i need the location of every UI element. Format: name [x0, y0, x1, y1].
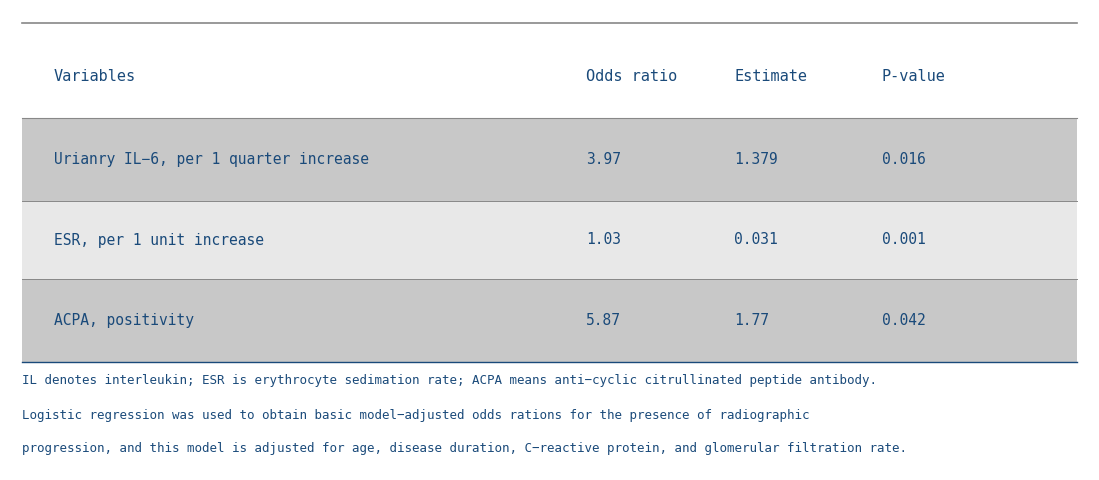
Bar [22, 279, 1077, 362]
Text: 0.016: 0.016 [881, 152, 925, 167]
Bar [22, 201, 1077, 279]
Text: 3.97: 3.97 [587, 152, 621, 167]
Text: 5.87: 5.87 [587, 313, 621, 328]
Text: 1.77: 1.77 [734, 313, 769, 328]
Text: progression, and this model is adjusted for age, disease duration, C−reactive pr: progression, and this model is adjusted … [22, 442, 907, 455]
Text: 1.03: 1.03 [587, 232, 621, 248]
Bar [22, 118, 1077, 201]
Text: IL denotes interleukin; ESR is erythrocyte sedimation rate; ACPA means anti−cycl: IL denotes interleukin; ESR is erythrocy… [22, 374, 877, 387]
Text: ESR, per 1 unit increase: ESR, per 1 unit increase [54, 232, 264, 248]
Text: 0.001: 0.001 [881, 232, 925, 248]
Text: Odds ratio: Odds ratio [587, 69, 678, 84]
Text: Variables: Variables [54, 69, 136, 84]
Text: 1.379: 1.379 [734, 152, 778, 167]
Text: Estimate: Estimate [734, 69, 807, 84]
Text: 0.031: 0.031 [734, 232, 778, 248]
Text: Logistic regression was used to obtain basic model−adjusted odds rations for the: Logistic regression was used to obtain b… [22, 408, 810, 421]
Text: ACPA, positivity: ACPA, positivity [54, 313, 193, 328]
Text: 0.042: 0.042 [881, 313, 925, 328]
Text: Urianry IL−6, per 1 quarter increase: Urianry IL−6, per 1 quarter increase [54, 152, 368, 167]
Text: P-value: P-value [881, 69, 946, 84]
